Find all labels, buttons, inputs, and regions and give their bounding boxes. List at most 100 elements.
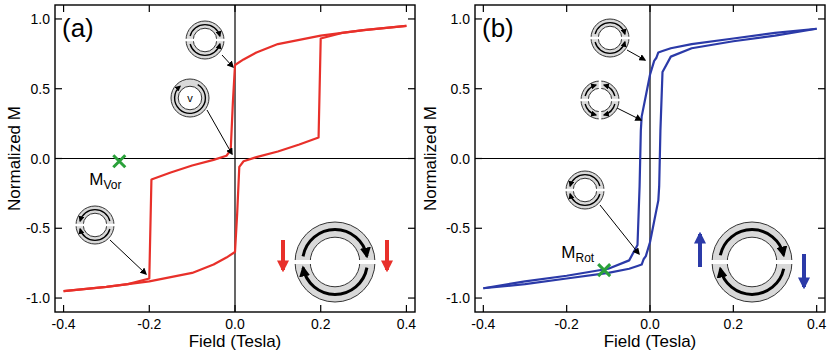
hysteresis-branch xyxy=(483,29,816,289)
domain-wall xyxy=(596,189,605,192)
domain-wall xyxy=(216,39,225,42)
x-tick xyxy=(649,5,650,12)
y-tick-label: 1.0 xyxy=(451,11,471,27)
x-tick xyxy=(63,305,64,312)
x-tick xyxy=(483,305,484,312)
field-arrow xyxy=(385,240,389,270)
field-arrow xyxy=(698,234,702,267)
field-arrow xyxy=(802,254,806,287)
y-tick-label: -0.5 xyxy=(446,220,470,236)
ring-diagrams xyxy=(565,19,804,302)
moment-arrow xyxy=(570,194,600,205)
y-tick-label: 1.0 xyxy=(31,11,51,27)
y-tick xyxy=(408,158,415,159)
data-area xyxy=(483,29,816,289)
annotation-marker xyxy=(598,264,610,276)
y-tick xyxy=(475,88,482,89)
y-tick xyxy=(818,18,825,19)
x-tick-label: 0.2 xyxy=(311,316,331,332)
moment-arrow xyxy=(595,23,625,34)
y-tick xyxy=(408,228,415,229)
panel-title: (a) xyxy=(62,13,94,43)
moment-arrow xyxy=(190,44,220,55)
y-axis-label: Normalized M xyxy=(421,106,440,211)
y-tick xyxy=(475,158,482,159)
annotation-text: M xyxy=(561,243,575,262)
moment-arrow xyxy=(303,230,367,257)
domain-wall xyxy=(359,260,376,264)
domain-wall xyxy=(565,189,574,192)
moment-arrow xyxy=(720,230,783,256)
ring-outer xyxy=(295,222,375,302)
moment-arrow xyxy=(604,85,615,96)
x-tick xyxy=(149,5,150,12)
ring-outer xyxy=(712,222,792,302)
pointer-arrow xyxy=(110,240,146,274)
ring-diagram xyxy=(580,80,620,120)
y-tick-label: 0.5 xyxy=(31,81,51,97)
hysteresis-branch xyxy=(64,26,407,291)
pointer-arrow xyxy=(600,205,639,254)
panel-title: (b) xyxy=(482,13,514,43)
x-tick-label: -0.4 xyxy=(52,316,76,332)
x-tick-label: 0.2 xyxy=(724,316,744,332)
icon-label: v xyxy=(187,92,193,104)
data-area xyxy=(64,26,407,291)
moment-arrow xyxy=(190,25,220,36)
ring-outer xyxy=(76,206,114,244)
y-tick-label: 0.0 xyxy=(31,151,51,167)
y-tick xyxy=(55,88,62,89)
ring-inner xyxy=(83,213,107,237)
moment-arrow xyxy=(80,210,110,221)
x-tick xyxy=(406,5,407,12)
domain-wall xyxy=(106,224,115,227)
ring-inner xyxy=(598,26,622,50)
ring-inner xyxy=(310,237,360,287)
annotation-marker xyxy=(113,155,125,167)
pointer-arrow xyxy=(222,55,233,67)
annotation-subscript: Vor xyxy=(103,178,121,192)
ring-outer xyxy=(186,21,224,59)
pointer-arrow xyxy=(207,110,232,154)
domain-wall xyxy=(599,111,602,120)
ring-diagram xyxy=(565,171,605,209)
y-tick xyxy=(818,158,825,159)
domain-wall xyxy=(776,260,793,264)
figure: -0.4-0.20.00.20.4-1.0-0.50.00.51.0MVor(a… xyxy=(0,0,830,351)
ring-diagram xyxy=(711,222,793,302)
domain-wall xyxy=(75,224,84,227)
x-axis-label: Field (Tesla) xyxy=(189,332,282,351)
domain-wall xyxy=(590,37,599,40)
x-tick-label: -0.2 xyxy=(555,316,579,332)
x-tick-label: 0.0 xyxy=(640,316,660,332)
ring-inner xyxy=(727,237,777,287)
moment-arrow xyxy=(604,104,615,115)
annotation-label: MVor xyxy=(89,170,121,192)
y-tick-label: -1.0 xyxy=(26,290,50,306)
domain-wall xyxy=(711,260,728,264)
x-tick xyxy=(816,5,817,12)
panel: -0.4-0.20.00.20.4-1.0-0.50.00.51.0MVor(a… xyxy=(5,5,416,351)
x-tick xyxy=(63,5,64,12)
x-tick xyxy=(234,5,235,12)
moment-arrow xyxy=(175,85,206,114)
ring-outer xyxy=(171,79,209,117)
y-tick xyxy=(55,297,62,298)
ring-inner xyxy=(178,86,202,110)
y-tick xyxy=(55,228,62,229)
y-tick-label: -1.0 xyxy=(446,290,470,306)
domain-wall xyxy=(621,37,630,40)
pointer-arrow xyxy=(627,50,645,60)
x-tick-label: 0.4 xyxy=(807,316,827,332)
y-tick xyxy=(408,18,415,19)
hysteresis-branch xyxy=(64,26,407,291)
field-arrow xyxy=(281,240,285,270)
y-tick xyxy=(475,18,482,19)
ring-outer xyxy=(591,19,629,57)
x-tick xyxy=(649,305,650,312)
y-tick xyxy=(818,297,825,298)
y-tick xyxy=(408,88,415,89)
x-tick-label: 0.0 xyxy=(225,316,245,332)
x-tick xyxy=(816,305,817,312)
x-tick xyxy=(320,5,321,12)
